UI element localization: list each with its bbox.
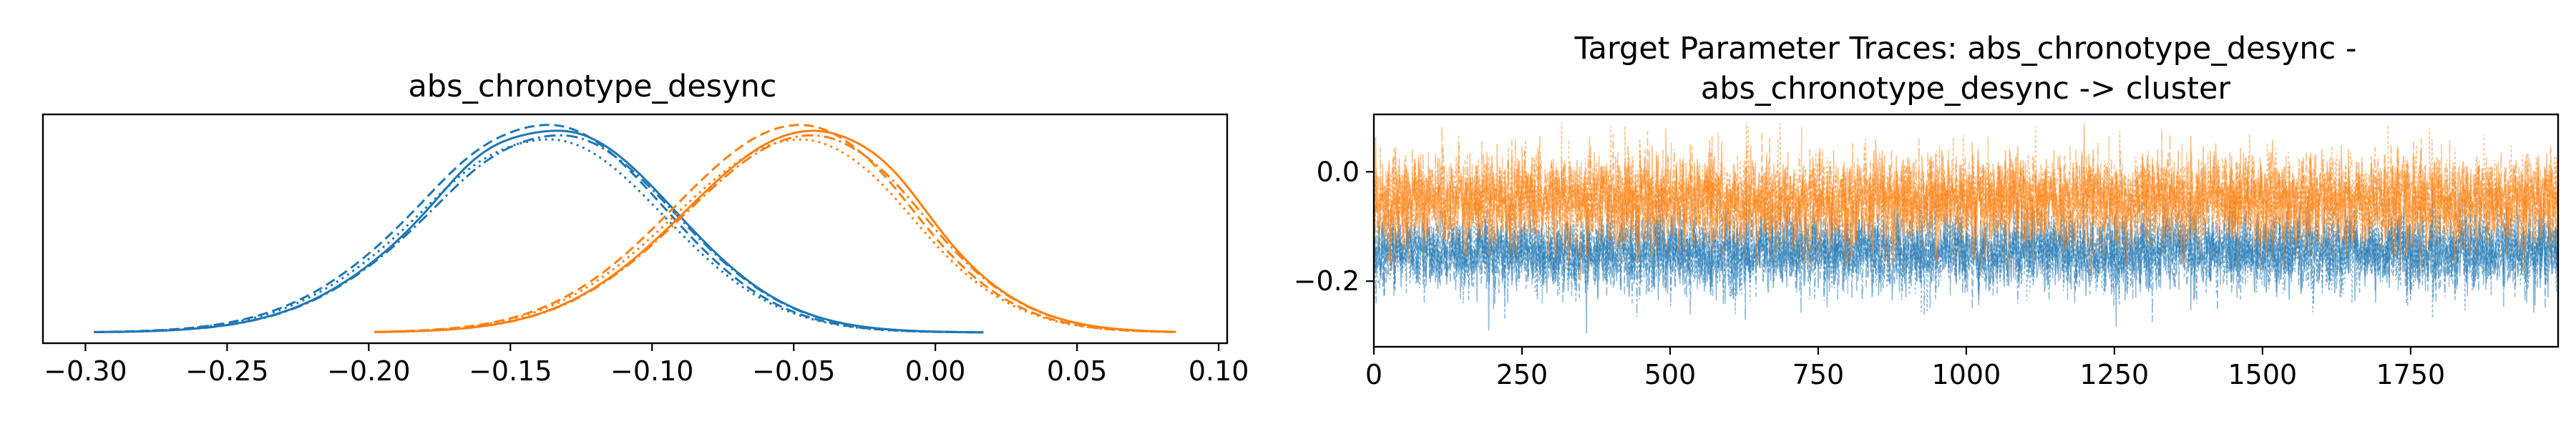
trace-x-tick-label: 0 (1365, 359, 1382, 390)
kde-title: abs_chronotype_desync (408, 69, 776, 104)
trace-title-line-2: abs_chronotype_desync -> cluster (1701, 71, 2231, 107)
trace-x-tick-label: 500 (1644, 359, 1697, 390)
trace-x-tick-label: 1000 (1932, 359, 2001, 390)
trace-x-tick-label: 1250 (2080, 359, 2150, 390)
kde-curves (94, 124, 1176, 334)
trace-x-tick-label: 250 (1496, 359, 1548, 390)
kde-x-tick-label: −0.05 (752, 355, 835, 387)
kde-x-tick-label: 0.10 (1189, 355, 1249, 387)
kde-panel: abs_chronotype_desync −0.30 −0.25 −0.20 −0.… (42, 69, 1249, 387)
kde-x-axis: −0.30 −0.25 −0.20 −0.15 −0.10 −0.05 0.00 0.05 0.… (44, 343, 1249, 387)
kde-curve-series-1-chain-0 (374, 129, 1176, 333)
trace-lines (1373, 122, 2559, 334)
kde-x-tick-label: 0.00 (905, 355, 966, 387)
kde-x-tick-label: −0.30 (44, 355, 127, 387)
trace-y-tick-label: 0.0 (1317, 156, 1360, 187)
trace-y-axis: 0.0 −0.2 (1294, 156, 1374, 297)
trace-line-series-1-chain-3 (1373, 126, 2559, 275)
trace-x-tick-label: 1500 (2228, 359, 2298, 390)
trace-x-axis: 0 250 500 750 1000 1250 1500 1750 (1365, 347, 2445, 390)
kde-curve-series-0-chain-3 (94, 134, 984, 334)
kde-plot-frame (42, 113, 1229, 345)
trace-x-tick-label: 750 (1792, 359, 1845, 390)
kde-x-tick-label: −0.10 (610, 355, 693, 387)
kde-x-tick-label: −0.20 (327, 355, 410, 387)
kde-curve-series-0-chain-2 (94, 138, 984, 334)
trace-y-tick-label: −0.2 (1294, 265, 1360, 297)
kde-x-tick-label: −0.15 (469, 355, 552, 387)
kde-curve-series-0-chain-0 (94, 129, 984, 334)
trace-panel: Target Parameter Traces: abs_chronotype_… (1294, 31, 2560, 390)
kde-curve-series-1-chain-1 (374, 124, 1176, 333)
kde-x-tick-label: 0.05 (1047, 355, 1108, 387)
kde-curve-series-1-chain-3 (374, 134, 1176, 333)
trace-title-line-1: Target Parameter Traces: abs_chronotype_… (1574, 31, 2357, 66)
trace-x-tick-label: 1750 (2376, 359, 2445, 390)
kde-x-tick-label: −0.25 (185, 355, 268, 387)
kde-curve-series-0-chain-1 (94, 124, 984, 334)
